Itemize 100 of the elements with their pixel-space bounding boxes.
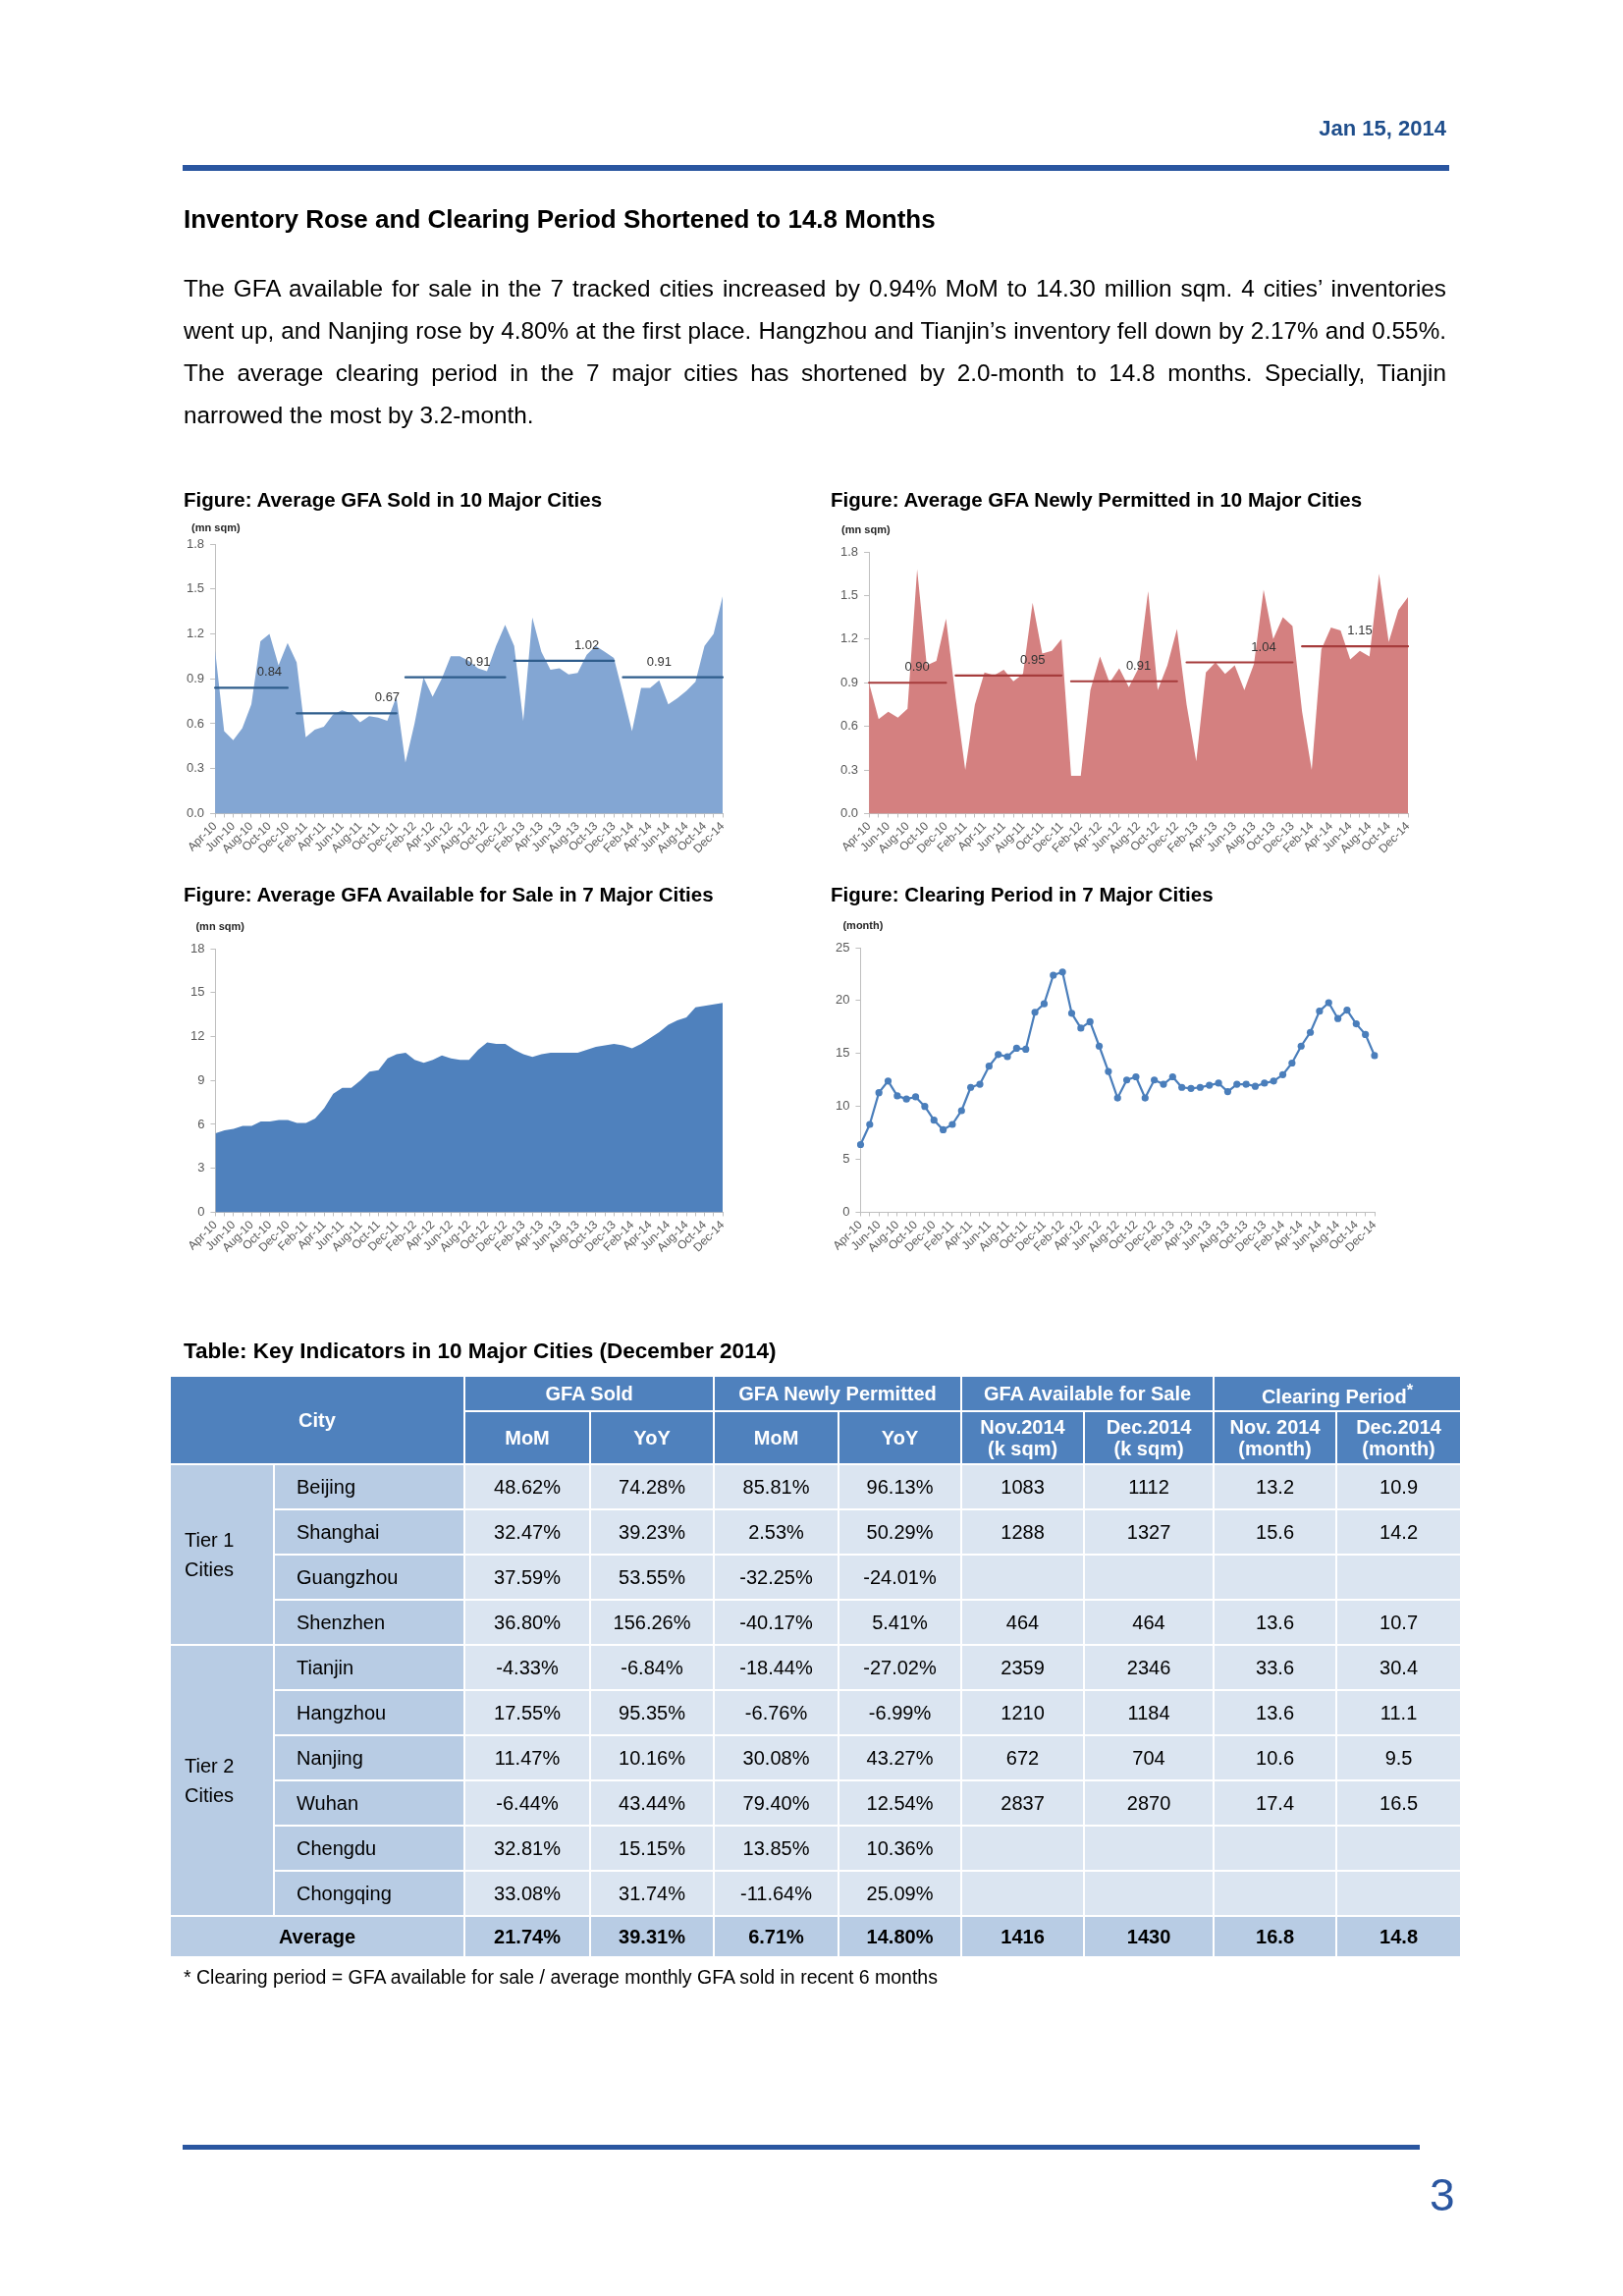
- y-tick-label: 0.9: [186, 670, 205, 685]
- point: [1151, 1076, 1159, 1084]
- point: [856, 1140, 865, 1149]
- text: City: [170, 1376, 465, 1464]
- point: [1251, 1082, 1260, 1090]
- text: 13.85%: [742, 1836, 810, 1859]
- chart-title: Figure: Clearing Period in 7 Major Cities: [831, 883, 1214, 906]
- point: [1067, 1010, 1076, 1017]
- text: -11.64%: [740, 1882, 813, 1904]
- text: 9.5: [1384, 1746, 1413, 1769]
- y-tick-label: 15: [835, 1045, 850, 1061]
- text: 12.54%: [866, 1791, 934, 1814]
- text: 30.08%: [742, 1746, 810, 1769]
- text: Inventory Rose and Clearing Period Shortened to 14.8 Months: [184, 204, 936, 235]
- text: 11.1: [1380, 1701, 1418, 1723]
- point: [1178, 1083, 1186, 1091]
- text: 13.2: [1256, 1475, 1295, 1498]
- y-tick-label: 0.3: [839, 761, 859, 777]
- point: [921, 1103, 929, 1111]
- text: GFA Available for Sale: [961, 1376, 1215, 1411]
- text: 2837: [1001, 1791, 1045, 1814]
- y-tick-label: 0.3: [186, 760, 205, 776]
- category-label: Wuhan: [297, 1791, 359, 1814]
- y-tick-label: 9: [197, 1071, 205, 1087]
- text: 74.28%: [619, 1475, 685, 1498]
- y-tick-label: 18: [189, 940, 205, 956]
- text: -24.01%: [863, 1565, 937, 1588]
- point: [1270, 1077, 1277, 1085]
- data-label: 0.67: [374, 689, 401, 705]
- point: [1215, 1079, 1222, 1087]
- text: 16.8: [1256, 1925, 1295, 1947]
- text: 2870: [1126, 1791, 1171, 1814]
- text: 96.13%: [866, 1475, 934, 1498]
- category-label: Hangzhou: [297, 1701, 387, 1723]
- point: [985, 1063, 993, 1070]
- category-label: YoY: [839, 1411, 962, 1464]
- point: [1160, 1080, 1167, 1088]
- category-label: Tier 2 Cities: [185, 1755, 235, 1806]
- text: 10.7: [1380, 1611, 1419, 1633]
- category-label: Dec.2014 (k sqm): [1084, 1411, 1215, 1464]
- point: [1343, 1006, 1351, 1014]
- category-label: Shenzhen: [297, 1611, 386, 1633]
- text: 32.81%: [494, 1836, 561, 1859]
- text: 3: [1430, 2168, 1455, 2221]
- text: 15.15%: [619, 1836, 685, 1859]
- point: [893, 1092, 901, 1100]
- category-label: MoM: [464, 1411, 591, 1464]
- text: -18.44%: [739, 1656, 813, 1678]
- text: 43.44%: [619, 1791, 685, 1814]
- text: 1288: [1001, 1520, 1045, 1543]
- point: [1058, 968, 1066, 976]
- point: [1095, 1042, 1104, 1050]
- text: 31.74%: [619, 1882, 685, 1904]
- text: 17.4: [1256, 1791, 1295, 1814]
- y-tick-label: 1.2: [186, 626, 205, 641]
- text: 43.27%: [866, 1746, 934, 1769]
- text: 10.6: [1256, 1746, 1295, 1769]
- text: -6.76%: [744, 1701, 808, 1723]
- text: 1430: [1126, 1925, 1171, 1947]
- chart-title: Figure: Average GFA Sold in 10 Major Cities: [184, 488, 603, 512]
- category-label: Chongqing: [297, 1882, 392, 1904]
- y-axis-title: (month): [842, 919, 884, 932]
- y-tick-label: 1.8: [839, 543, 859, 559]
- text: 95.35%: [619, 1701, 685, 1723]
- text: 1083: [1001, 1475, 1045, 1498]
- text: 33.6: [1256, 1656, 1295, 1678]
- point: [1050, 971, 1057, 979]
- point: [1003, 1053, 1011, 1061]
- text: 5.41%: [872, 1611, 928, 1633]
- y-tick-label: 12: [189, 1028, 205, 1044]
- point: [967, 1083, 975, 1091]
- point: [1012, 1044, 1020, 1052]
- text: 15.6: [1256, 1520, 1295, 1543]
- text: Clearing Period$^{*}$: [1214, 1376, 1462, 1411]
- y-tick-label: 1.2: [839, 630, 859, 646]
- point: [1325, 999, 1332, 1007]
- text: 156.26%: [613, 1611, 691, 1633]
- point: [976, 1080, 984, 1088]
- y-tick-label: 0.6: [839, 718, 859, 734]
- y-tick-label: 1.5: [839, 586, 859, 602]
- text: 14.80%: [866, 1925, 934, 1947]
- point: [1022, 1045, 1030, 1054]
- text: 464: [1005, 1611, 1040, 1633]
- data-label: 0.84: [256, 664, 283, 680]
- text: 39.31%: [619, 1925, 685, 1947]
- category-label: Beijing: [297, 1475, 356, 1498]
- category-label: Tier 1 Cities: [185, 1529, 235, 1580]
- text: 672: [1005, 1746, 1040, 1769]
- category-label: YoY: [590, 1411, 715, 1464]
- text: 36.80%: [494, 1611, 561, 1633]
- text: 10.36%: [866, 1836, 934, 1859]
- point: [875, 1089, 883, 1097]
- text: 53.55%: [619, 1565, 685, 1588]
- y-tick-label: 3: [197, 1160, 205, 1175]
- point: [1223, 1087, 1232, 1096]
- category-label: Nov.2014 (k sqm): [961, 1411, 1085, 1464]
- category-label: Dec.2014 (month): [1336, 1411, 1462, 1464]
- point: [1261, 1079, 1269, 1087]
- chart-title: Figure: Average GFA Newly Permitted in 10 Major Cities: [831, 488, 1363, 512]
- point: [1316, 1008, 1324, 1015]
